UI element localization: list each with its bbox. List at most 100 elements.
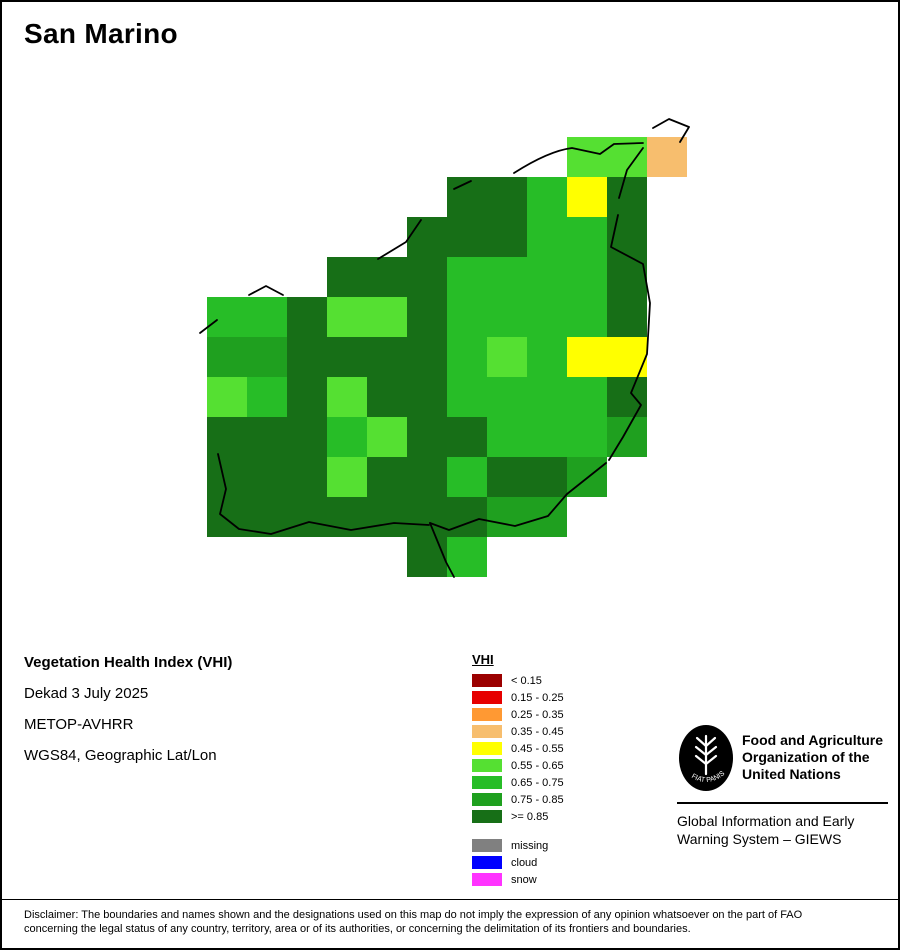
map-cell [407,297,447,337]
map-cell [287,417,327,457]
legend-label: cloud [511,856,538,869]
map-cell [527,177,567,217]
disclaimer: Disclaimer: The boundaries and names sho… [2,899,898,936]
map-cell [367,257,407,297]
map-cell [207,337,247,377]
map-cell [527,497,567,537]
map-cell [447,537,487,577]
map-cell [607,377,647,417]
legend-label: 0.25 - 0.35 [511,708,564,721]
map-cell [487,497,527,537]
legend-item: >= 0.85 [472,810,564,823]
map-cell [487,337,527,377]
map-cell [367,377,407,417]
map-cell [407,537,447,577]
map-cell [327,377,367,417]
legend-label: 0.45 - 0.55 [511,742,564,755]
map-cell [447,457,487,497]
map-cell [447,337,487,377]
legend-swatch [472,810,502,823]
fao-org-name-line: United Nations [742,766,841,782]
legend-swatch [472,759,502,772]
legend-swatch [472,725,502,738]
map-cell [567,297,607,337]
map-cell [367,417,407,457]
legend-swatch [472,856,502,869]
info-sensor: METOP-AVHRR [24,716,134,733]
map-cell [207,497,247,537]
legend-item: < 0.15 [472,674,564,687]
giews-label-line: Global Information and Early [677,813,855,829]
map-cell [487,417,527,457]
map-cell [447,177,487,217]
map-cell [527,297,567,337]
footer-divider [677,802,888,804]
map-cell [487,177,527,217]
map-cell [487,297,527,337]
legend-swatch [472,793,502,806]
fao-org-name: Food and Agriculture Organization of the… [742,732,883,783]
map-cell [407,417,447,457]
legend-item: 0.75 - 0.85 [472,793,564,806]
legend-swatch [472,873,502,886]
map-cell [207,297,247,337]
map-cell [567,177,607,217]
legend-swatch [472,708,502,721]
map-cell [567,457,607,497]
fao-org-name-line: Organization of the [742,749,870,765]
map-cell [527,337,567,377]
legend-item: cloud [472,856,564,869]
map-cell [367,497,407,537]
map-cell [287,297,327,337]
legend-label: snow [511,873,537,886]
map-cell [487,257,527,297]
map-cell [207,457,247,497]
map-cell [527,217,567,257]
map-cell [207,377,247,417]
map-cell [607,417,647,457]
map-cell [447,497,487,537]
map-cell [487,217,527,257]
legend-label: >= 0.85 [511,810,549,823]
info-product: Vegetation Health Index (VHI) [24,654,233,671]
disclaimer-line: concerning the legal status of any count… [24,923,691,935]
map-cell [327,337,367,377]
map-cell [447,377,487,417]
legend-label: missing [511,839,549,852]
map-cell [567,337,607,377]
legend-item: missing [472,839,564,852]
map-cell [247,377,287,417]
giews-label-line: Warning System – GIEWS [677,831,842,847]
map-info: Vegetation Health Index (VHI) Dekad 3 Ju… [24,654,232,778]
map-cell [287,377,327,417]
legend-swatch [472,839,502,852]
map-cell [607,137,647,177]
map-cell [327,417,367,457]
legend-label: 0.35 - 0.45 [511,725,564,738]
map-cell [407,257,447,297]
map-cell [527,257,567,297]
map-cell [447,297,487,337]
map-cell [447,417,487,457]
wheat-ear-icon [694,734,718,776]
map-cell [367,337,407,377]
map-cell [247,497,287,537]
map-cell [287,457,327,497]
map-cell [647,137,687,177]
map-cell [567,417,607,457]
giews-label: Global Information and Early Warning Sys… [677,812,854,848]
legend-swatch [472,776,502,789]
legend-swatch [472,691,502,704]
legend-item: 0.65 - 0.75 [472,776,564,789]
map-cell [407,377,447,417]
page-title: San Marino [24,18,178,49]
legend-item: 0.35 - 0.45 [472,725,564,738]
map-cell [327,457,367,497]
legend-item: 0.55 - 0.65 [472,759,564,772]
map-cell [527,377,567,417]
map-cell [567,217,607,257]
map-cell [207,417,247,457]
map-cell [247,457,287,497]
map-cell [287,497,327,537]
